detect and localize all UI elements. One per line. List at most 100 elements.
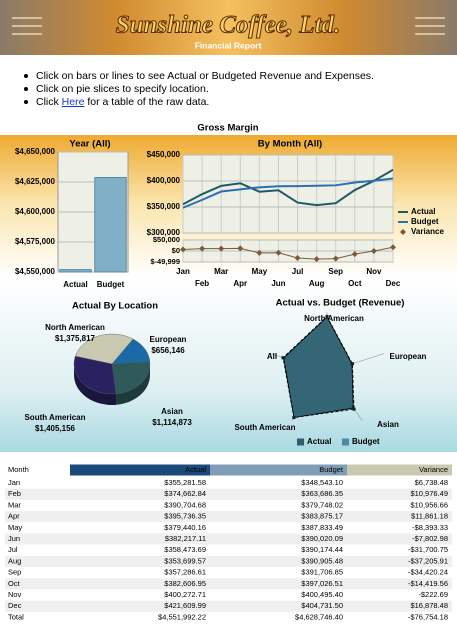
marker[interactable]	[313, 256, 320, 263]
table-header: Actual	[185, 465, 206, 474]
table-header: Budget	[319, 465, 344, 474]
table-header-cell	[210, 464, 347, 476]
section-title: Gross Margin	[197, 123, 258, 134]
radar-marker	[292, 415, 296, 419]
pie-slice-side[interactable]	[74, 364, 117, 405]
raw-data-link[interactable]: Here	[62, 96, 85, 108]
x-tick-label: Mar	[214, 267, 228, 276]
table-cell: $363,686.35	[301, 489, 343, 498]
marker[interactable]	[199, 245, 206, 252]
pie-slice-side[interactable]	[116, 364, 150, 405]
slice-label: Asian	[161, 407, 183, 416]
banner	[0, 0, 457, 55]
table-cell: $358,473.69	[164, 545, 206, 554]
instruction: Click Here for a table of the raw data.	[36, 96, 209, 108]
banner-decoration	[12, 17, 445, 35]
marker[interactable]	[180, 246, 186, 253]
table-cell: -$14,419.56	[408, 579, 448, 588]
radar-marker	[282, 356, 286, 360]
line[interactable]	[182, 246, 394, 260]
table-header: Variance	[419, 465, 448, 474]
table-cell: $10,976.49	[410, 489, 448, 498]
y-tick-label: $4,600,000	[15, 207, 56, 216]
table-cell: -$7,802.98	[412, 534, 448, 543]
table-cell: $4,628,746.40	[295, 612, 343, 621]
line[interactable]	[182, 168, 394, 207]
table-row-band	[5, 533, 452, 545]
pie-slice[interactable]	[111, 361, 151, 395]
marker[interactable]	[332, 255, 339, 262]
table-cell: $379,440.16	[164, 523, 206, 532]
axis-label: South American	[234, 423, 295, 432]
table-cell: Jun	[8, 534, 20, 543]
table-cell: $390,020.09	[301, 534, 343, 543]
slice-value: $1,405,156	[35, 424, 76, 433]
y-tick-label: $4,650,000	[15, 147, 56, 156]
table-cell: $400,272.71	[164, 590, 206, 599]
slice-value: $1,375,817	[55, 334, 96, 343]
y-tick-label: $50,000	[153, 235, 180, 244]
marker[interactable]	[218, 245, 225, 252]
slice-label: South American	[24, 413, 85, 422]
table-cell: $400,495.40	[301, 590, 343, 599]
line[interactable]	[182, 177, 394, 209]
table-cell: $382,606.95	[164, 579, 206, 588]
table-cell: $391,706.85	[301, 568, 343, 577]
y-tick-label: $-49,999	[150, 257, 180, 266]
bullet	[24, 87, 28, 91]
y-tick-label: $450,000	[147, 150, 181, 159]
instruction-text: for a table of the raw data.	[84, 96, 209, 108]
table-cell: $348,543.10	[301, 478, 343, 487]
chart-title: Year (All)	[69, 139, 110, 150]
bar[interactable]	[94, 177, 127, 273]
table-cell: $16,878.48	[410, 601, 448, 610]
radar-area	[283, 316, 354, 418]
table-cell: -$34,420.24	[408, 568, 448, 577]
table-row-band	[5, 555, 452, 567]
table-cell: -$76,754.18	[408, 612, 448, 621]
table-cell: May	[8, 523, 22, 532]
x-tick-label: Nov	[366, 267, 382, 276]
marker[interactable]	[351, 251, 358, 258]
table-cell: $397,026.51	[301, 579, 343, 588]
table-cell: Jan	[8, 478, 20, 487]
y-tick-label: $4,625,000	[15, 177, 56, 186]
table-cell: $4,551,992.22	[158, 612, 206, 621]
table-cell: Jul	[8, 545, 18, 554]
chart-title: Actual vs. Budget (Revenue)	[276, 298, 405, 309]
table-cell: $10,956.66	[410, 500, 448, 509]
chart-title: By Month (All)	[258, 139, 322, 150]
legend-label: Variance	[411, 227, 444, 236]
table-cell: $421,609.99	[164, 601, 206, 610]
table-cell: $390,704.68	[164, 500, 206, 509]
table-cell: Oct	[8, 579, 21, 588]
marker[interactable]	[275, 249, 282, 256]
marker[interactable]	[237, 245, 244, 252]
y-tick-label: $350,000	[147, 202, 181, 211]
legend-symbol	[297, 438, 304, 446]
table-cell: $382,217.11	[165, 534, 206, 543]
marker[interactable]	[294, 254, 301, 261]
pie-slice[interactable]	[75, 333, 134, 365]
instruction-text: Click	[36, 96, 62, 108]
table-cell: Apr	[8, 512, 20, 521]
y-tick-label: $4,550,000	[15, 267, 56, 276]
slice-value: $656,146	[151, 346, 185, 355]
x-tick-label: May	[252, 267, 268, 276]
legend-label: Budget	[411, 217, 439, 226]
table-cell: $357,286.61	[164, 568, 206, 577]
marker[interactable]	[256, 249, 263, 256]
table-cell: $383,875.17	[301, 512, 343, 521]
pie-slice[interactable]	[73, 356, 117, 395]
table-cell: Feb	[8, 489, 21, 498]
table-cell: $6,738.48	[415, 478, 448, 487]
legend-label: Actual	[411, 207, 435, 216]
marker[interactable]	[370, 248, 377, 255]
bar[interactable]	[59, 269, 92, 273]
marker[interactable]	[390, 244, 396, 251]
table-cell: $355,281.58	[164, 478, 206, 487]
table-cell: Mar	[8, 500, 21, 509]
x-tick-label: Aug	[309, 279, 325, 288]
table-cell: $387,833.49	[301, 523, 343, 532]
